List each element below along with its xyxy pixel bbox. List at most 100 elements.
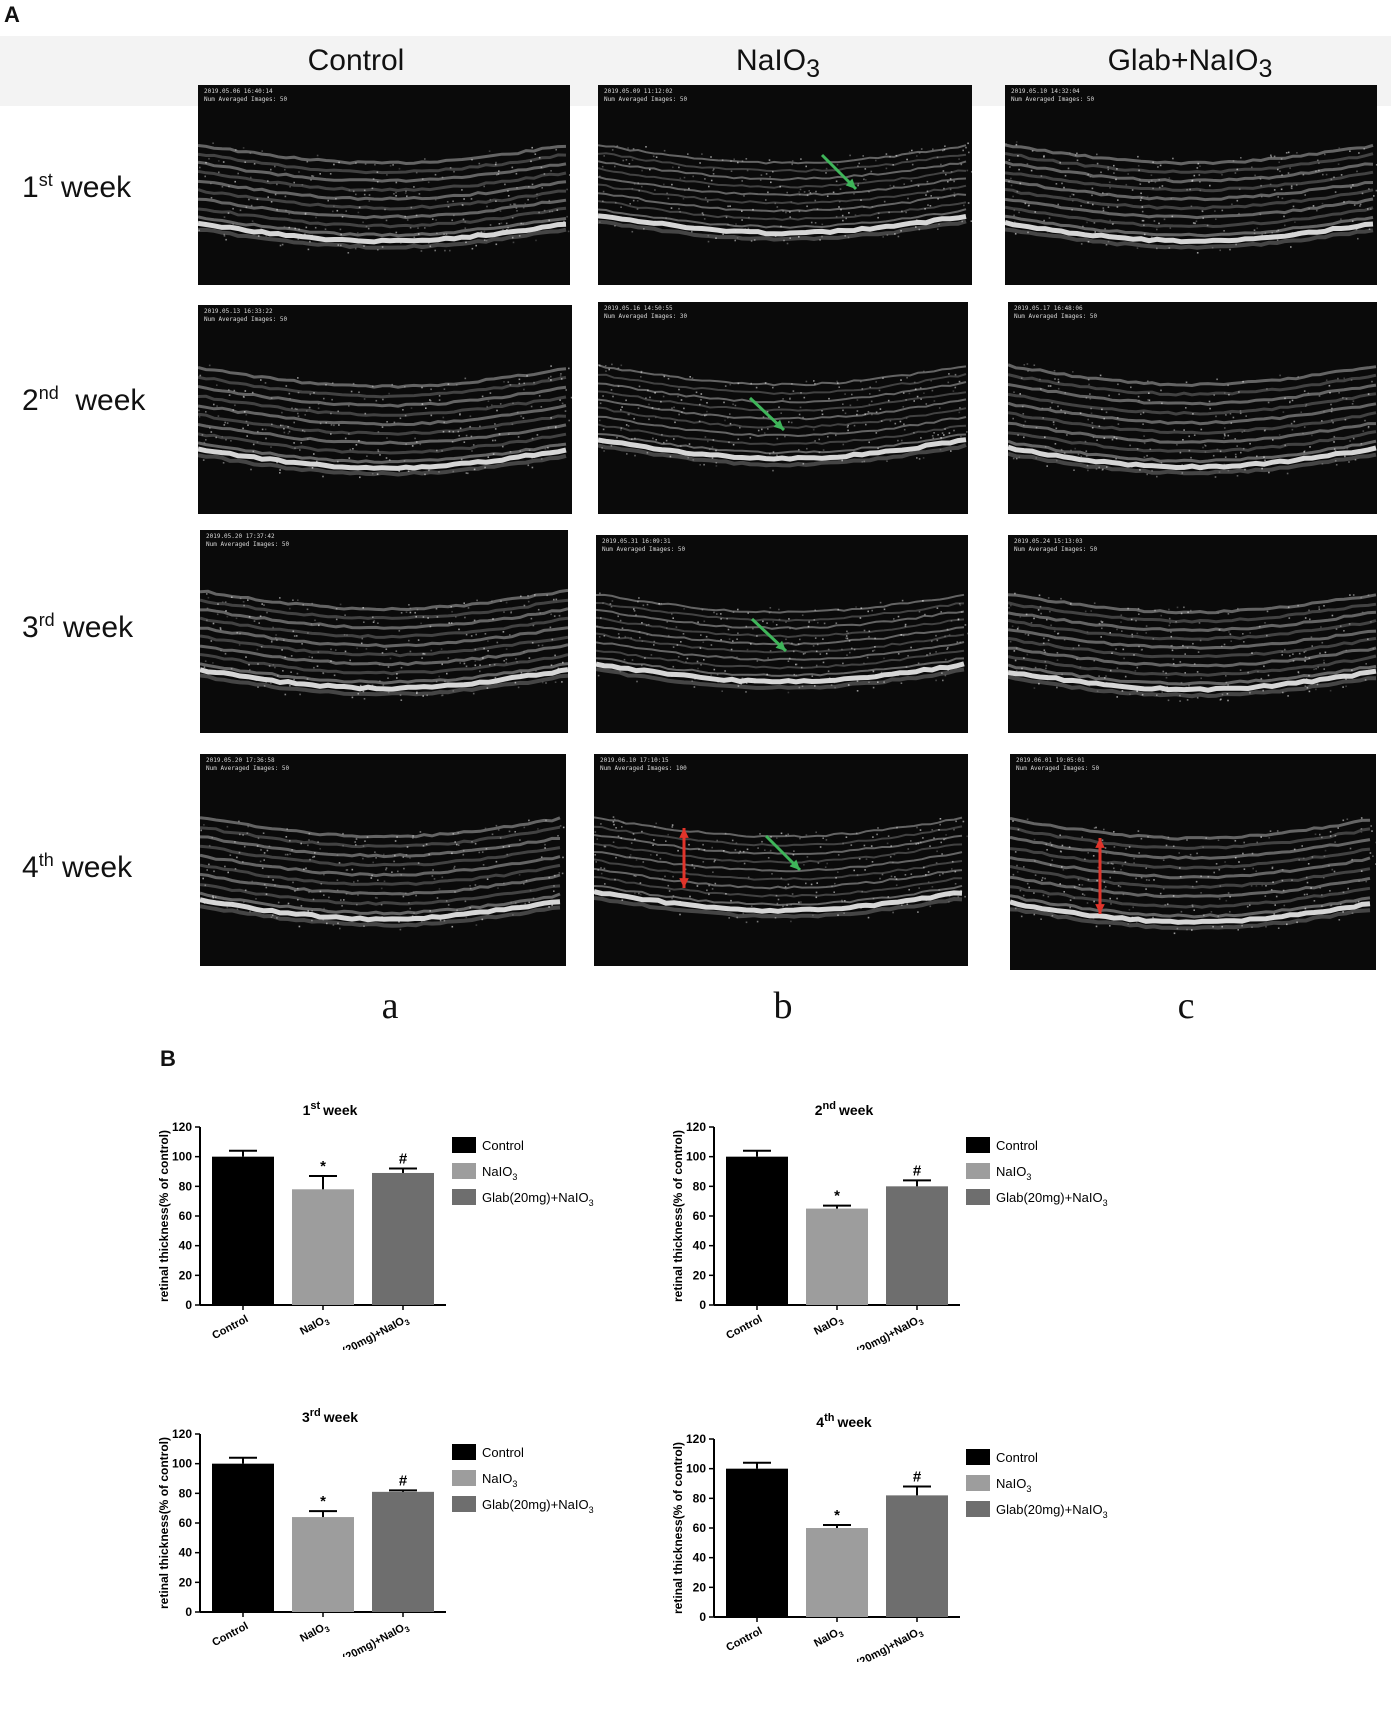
speckle	[1046, 618, 1048, 621]
speckle	[1215, 218, 1217, 220]
speckle	[780, 877, 783, 879]
speckle	[1165, 672, 1167, 674]
speckle	[1049, 610, 1051, 613]
speckle	[318, 624, 320, 627]
speckle	[602, 200, 604, 203]
speckle	[1175, 620, 1177, 623]
speckle	[246, 435, 248, 437]
speckle	[503, 611, 505, 613]
speckle	[1320, 626, 1322, 628]
speckle	[687, 456, 689, 459]
rpe-band	[1008, 668, 1377, 693]
speckle	[830, 684, 833, 686]
speckle	[237, 172, 239, 175]
speckle	[531, 456, 533, 459]
speckle	[543, 209, 546, 212]
speckle	[444, 680, 446, 683]
speckle	[877, 216, 879, 219]
speckle	[648, 403, 650, 406]
speckle	[489, 392, 492, 394]
speckle	[272, 879, 274, 881]
retina-layer	[1008, 383, 1377, 406]
speckle	[603, 867, 606, 870]
speckle	[653, 839, 655, 841]
speckle	[375, 857, 377, 859]
speckle	[256, 198, 259, 201]
speckle	[805, 380, 808, 383]
speckle	[629, 854, 632, 856]
speckle	[1230, 640, 1232, 642]
speckle	[1227, 384, 1229, 387]
speckle	[312, 175, 315, 178]
speckle	[1094, 231, 1096, 233]
speckle	[602, 395, 604, 397]
speckle	[550, 365, 552, 367]
speckle	[703, 849, 706, 851]
speckle	[1100, 636, 1102, 638]
speckle	[707, 234, 710, 237]
speckle	[292, 630, 295, 633]
speckle	[1276, 830, 1279, 832]
chart-title: 3rd week	[302, 1407, 358, 1425]
speckle	[203, 902, 206, 904]
speckle	[210, 431, 213, 433]
speckle	[619, 619, 622, 622]
speckle	[1247, 671, 1249, 674]
speckle	[1125, 847, 1127, 850]
speckle	[944, 674, 947, 677]
speckle	[1030, 622, 1033, 624]
speckle	[1026, 653, 1029, 656]
speckle	[599, 221, 601, 223]
speckle	[856, 874, 859, 876]
speckle	[967, 142, 969, 145]
speckle	[330, 433, 332, 435]
speckle	[641, 169, 643, 172]
speckle	[1166, 903, 1169, 905]
speckle	[960, 435, 962, 438]
speckle	[563, 220, 565, 223]
speckle	[1348, 461, 1350, 463]
speckle	[922, 600, 924, 602]
speckle	[543, 173, 546, 175]
speckle	[819, 908, 822, 910]
speckle	[625, 399, 627, 402]
speckle	[362, 845, 365, 847]
speckle	[547, 446, 549, 449]
y-tick-label: 40	[693, 1551, 707, 1565]
speckle	[425, 407, 427, 409]
speckle	[1297, 231, 1299, 233]
speckle	[1043, 219, 1045, 222]
speckle	[355, 162, 357, 164]
speckle	[265, 437, 267, 440]
speckle	[815, 831, 817, 834]
legend-swatch	[966, 1475, 990, 1491]
significance-marker: *	[320, 1158, 326, 1175]
speckle	[1141, 219, 1144, 222]
speckle	[924, 446, 926, 448]
speckle	[860, 380, 862, 383]
speckle	[550, 664, 553, 666]
speckle	[1283, 904, 1286, 907]
speckle	[555, 148, 557, 151]
speckle	[835, 622, 838, 624]
speckle	[1049, 385, 1052, 387]
y-axis-label: retinal thickness(% of control)	[671, 1442, 685, 1614]
speckle	[838, 386, 840, 388]
speckle	[1071, 200, 1074, 202]
speckle	[697, 621, 699, 623]
speckle	[598, 636, 601, 638]
speckle	[1054, 378, 1056, 380]
speckle	[228, 185, 230, 188]
row-label-number: 2	[22, 384, 39, 417]
speckle	[741, 180, 743, 182]
speckle	[1151, 469, 1153, 472]
speckle	[1308, 609, 1310, 612]
speckle	[813, 619, 816, 621]
speckle	[1221, 693, 1224, 696]
speckle	[486, 205, 488, 208]
speckle	[705, 635, 708, 638]
speckle	[1306, 881, 1309, 884]
speckle	[347, 252, 350, 254]
speckle	[963, 204, 965, 207]
speckle	[1289, 401, 1291, 404]
